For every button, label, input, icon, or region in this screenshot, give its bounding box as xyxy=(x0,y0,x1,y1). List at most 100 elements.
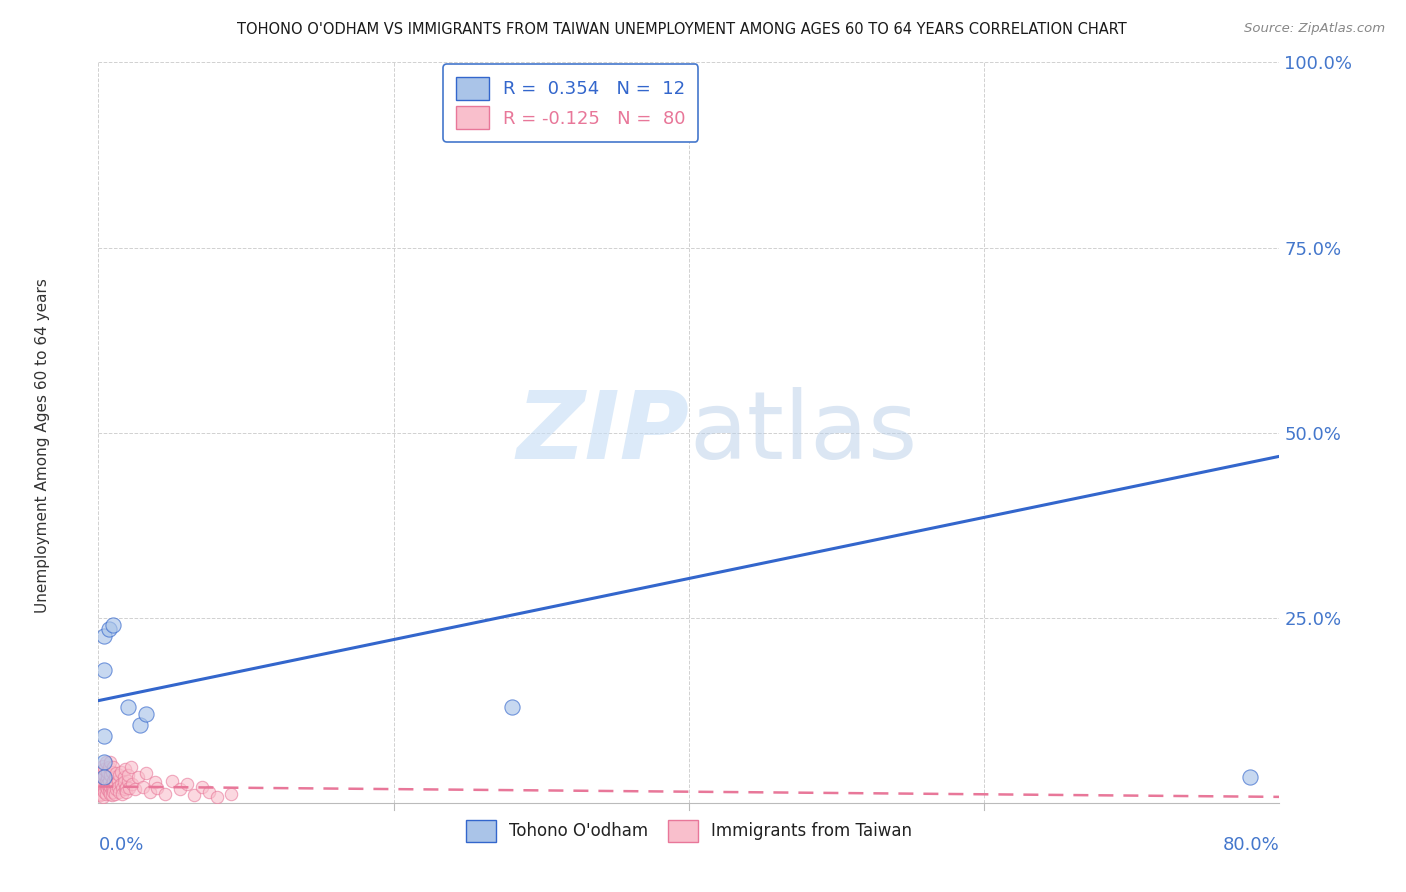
Point xyxy=(104,787,127,801)
Point xyxy=(93,767,115,781)
Text: 0.0%: 0.0% xyxy=(98,836,143,855)
Point xyxy=(98,787,121,801)
Point xyxy=(100,764,122,779)
Point xyxy=(127,770,149,784)
Point xyxy=(93,785,115,799)
Point xyxy=(89,777,111,791)
Point xyxy=(93,770,115,784)
Point xyxy=(169,782,191,797)
Point xyxy=(103,618,125,632)
Point xyxy=(176,777,198,791)
Point xyxy=(97,780,120,795)
Point xyxy=(117,699,139,714)
Legend: Tohono O'odham, Immigrants from Taiwan: Tohono O'odham, Immigrants from Taiwan xyxy=(457,812,921,850)
Point xyxy=(139,785,162,799)
Point xyxy=(103,773,125,788)
Point xyxy=(105,782,128,797)
Point xyxy=(97,622,120,636)
Point xyxy=(132,780,155,794)
Point xyxy=(91,777,114,791)
Point xyxy=(94,780,117,794)
Point xyxy=(191,780,214,794)
Point xyxy=(103,785,125,799)
Point xyxy=(115,780,138,794)
Point xyxy=(103,780,125,795)
Point xyxy=(501,699,523,714)
Point xyxy=(104,770,127,784)
Point xyxy=(91,758,114,772)
Text: TOHONO O'ODHAM VS IMMIGRANTS FROM TAIWAN UNEMPLOYMENT AMONG AGES 60 TO 64 YEARS : TOHONO O'ODHAM VS IMMIGRANTS FROM TAIWAN… xyxy=(238,22,1126,37)
Point xyxy=(96,782,118,797)
Point xyxy=(104,777,127,791)
Point xyxy=(120,760,142,774)
Point xyxy=(98,755,121,769)
Point xyxy=(94,755,117,769)
Point xyxy=(115,785,138,799)
Point xyxy=(198,785,221,799)
Point xyxy=(128,718,150,732)
Point xyxy=(87,785,110,799)
Point xyxy=(93,763,115,777)
Point xyxy=(110,777,132,791)
Point xyxy=(93,729,115,743)
Text: atlas: atlas xyxy=(689,386,917,479)
Point xyxy=(91,770,114,784)
Point xyxy=(114,763,136,777)
Point xyxy=(103,760,125,774)
Point xyxy=(121,777,143,791)
Point xyxy=(87,780,110,795)
Point xyxy=(97,760,120,774)
Point xyxy=(107,773,129,788)
Point xyxy=(96,764,118,779)
Point xyxy=(112,775,135,789)
Point xyxy=(89,773,111,788)
Point xyxy=(89,789,111,803)
Point xyxy=(93,755,115,769)
Point xyxy=(93,663,115,677)
Point xyxy=(135,706,157,721)
Point xyxy=(124,782,146,797)
Point xyxy=(205,789,228,804)
Text: Source: ZipAtlas.com: Source: ZipAtlas.com xyxy=(1244,22,1385,36)
Point xyxy=(143,775,166,789)
Point xyxy=(108,785,131,799)
Point xyxy=(135,766,157,780)
Point xyxy=(183,789,205,803)
Point xyxy=(91,789,114,804)
Point xyxy=(94,773,117,788)
Point xyxy=(97,785,120,799)
Text: 80.0%: 80.0% xyxy=(1223,836,1279,855)
Point xyxy=(96,770,118,784)
Point xyxy=(105,766,128,780)
Point xyxy=(98,767,121,781)
Point xyxy=(100,777,122,791)
Point xyxy=(107,780,129,794)
Point xyxy=(100,789,122,803)
Point xyxy=(110,764,132,779)
Text: ZIP: ZIP xyxy=(516,386,689,479)
Point xyxy=(93,629,115,643)
Point xyxy=(90,787,112,801)
Point xyxy=(90,766,112,780)
Point xyxy=(114,782,136,797)
Point xyxy=(118,780,141,795)
Point xyxy=(153,787,176,801)
Point xyxy=(93,780,115,795)
Point xyxy=(112,770,135,784)
Point xyxy=(98,780,121,794)
Point xyxy=(100,782,122,797)
Point xyxy=(96,777,118,791)
Point xyxy=(117,773,139,788)
Point xyxy=(94,787,117,801)
Point xyxy=(221,787,243,801)
Point xyxy=(146,780,169,795)
Point xyxy=(111,787,134,801)
Point xyxy=(90,782,112,797)
Point xyxy=(111,780,134,795)
Point xyxy=(108,767,131,781)
Point xyxy=(117,767,139,781)
Point xyxy=(1239,770,1261,784)
Point xyxy=(162,773,183,788)
Text: Unemployment Among Ages 60 to 64 years: Unemployment Among Ages 60 to 64 years xyxy=(35,278,49,614)
Point xyxy=(97,773,120,788)
